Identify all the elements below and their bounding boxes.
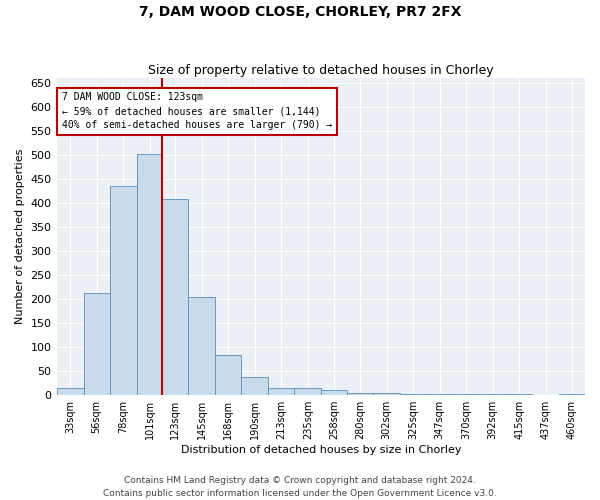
- Bar: [453, 394, 479, 395]
- Bar: [268, 388, 294, 395]
- Bar: [241, 378, 268, 395]
- Bar: [426, 394, 453, 395]
- Text: 7, DAM WOOD CLOSE, CHORLEY, PR7 2FX: 7, DAM WOOD CLOSE, CHORLEY, PR7 2FX: [139, 5, 461, 19]
- X-axis label: Distribution of detached houses by size in Chorley: Distribution of detached houses by size …: [181, 445, 461, 455]
- Bar: [163, 199, 188, 395]
- Text: 7 DAM WOOD CLOSE: 123sqm
← 59% of detached houses are smaller (1,144)
40% of sem: 7 DAM WOOD CLOSE: 123sqm ← 59% of detach…: [62, 92, 332, 130]
- Text: Contains HM Land Registry data © Crown copyright and database right 2024.
Contai: Contains HM Land Registry data © Crown c…: [103, 476, 497, 498]
- Bar: [294, 388, 322, 395]
- Bar: [400, 394, 426, 395]
- Bar: [479, 394, 506, 395]
- Bar: [347, 393, 373, 395]
- Y-axis label: Number of detached properties: Number of detached properties: [15, 149, 25, 324]
- Bar: [137, 154, 163, 395]
- Bar: [83, 293, 110, 395]
- Bar: [373, 394, 400, 395]
- Bar: [506, 394, 532, 395]
- Title: Size of property relative to detached houses in Chorley: Size of property relative to detached ho…: [148, 64, 494, 77]
- Bar: [188, 296, 215, 395]
- Bar: [110, 186, 137, 395]
- Bar: [559, 394, 585, 395]
- Bar: [56, 388, 83, 395]
- Bar: [215, 356, 241, 395]
- Bar: [322, 390, 347, 395]
